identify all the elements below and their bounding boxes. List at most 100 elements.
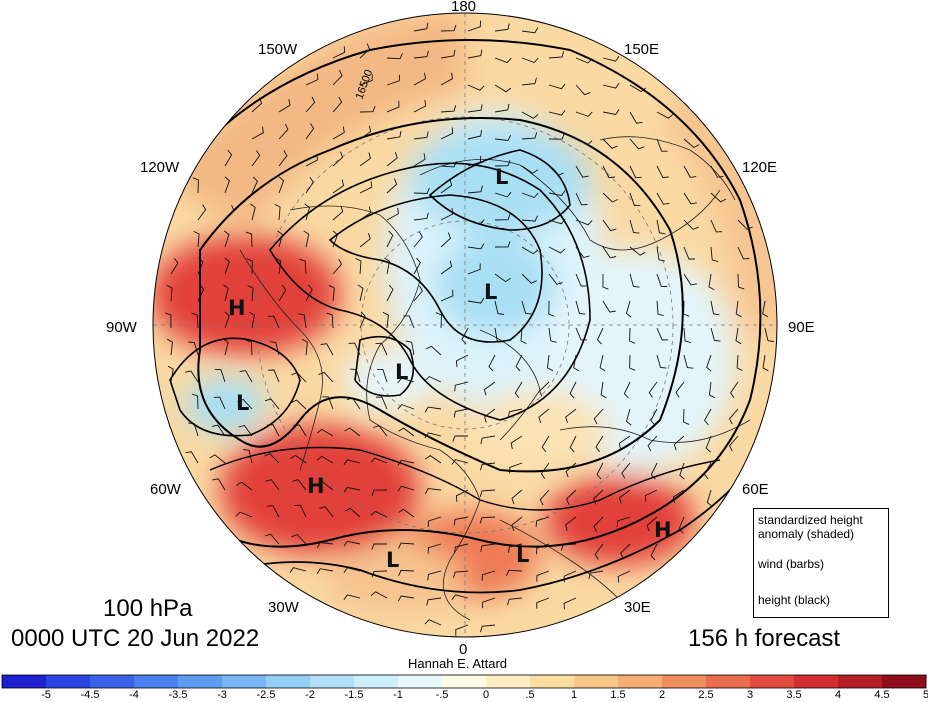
wind-barb	[397, 459, 415, 466]
colorbar-swatch	[398, 675, 443, 688]
wind-barb	[359, 152, 371, 167]
colorbar-tick-label: 0	[482, 689, 490, 701]
colorbar-swatch	[2, 675, 47, 688]
wind-barb	[413, 212, 429, 221]
colorbar-swatch	[354, 675, 399, 688]
wind-barb	[656, 138, 668, 152]
wind-barb	[303, 230, 310, 248]
wind-barb	[629, 354, 636, 371]
wind-barb	[521, 215, 539, 222]
wind-barb	[728, 435, 739, 452]
lon-label-120w: 120W	[140, 159, 180, 176]
wind-barb	[535, 516, 550, 527]
wind-barb	[424, 376, 442, 383]
wind-barb	[440, 105, 457, 113]
colorbar-swatch	[794, 675, 839, 688]
wind-barb	[266, 505, 280, 518]
high-center-north-america: H	[228, 296, 246, 320]
colorbar-tick-label: 4.5	[874, 689, 890, 701]
wind-barb	[547, 354, 554, 372]
wind-barb	[384, 257, 391, 275]
wind-barb	[673, 435, 685, 451]
wind-barb	[373, 425, 388, 437]
wind-barb	[480, 624, 496, 633]
wind-barb	[479, 516, 496, 524]
wind-barb	[332, 96, 343, 113]
wind-barb	[251, 150, 261, 167]
wind-barb	[424, 406, 442, 413]
wind-barb	[575, 300, 586, 315]
wind-barb	[332, 179, 345, 194]
wind-barb	[593, 516, 604, 532]
wind-barb	[440, 179, 453, 194]
wind-barb	[625, 300, 632, 318]
wind-barb	[618, 489, 631, 504]
wind-barb	[348, 342, 361, 356]
wind-barb	[575, 327, 588, 341]
wind-barb	[565, 462, 577, 478]
wind-barb	[224, 176, 230, 194]
wind-barb	[236, 481, 253, 491]
wind-barb	[480, 435, 496, 445]
wind-barb	[548, 190, 566, 196]
wind-barb	[426, 597, 442, 606]
wind-barb	[710, 327, 721, 342]
wind-barb	[521, 192, 539, 199]
wind-barb	[521, 300, 532, 315]
wind-barb	[602, 219, 617, 232]
wind-barb	[197, 257, 204, 275]
wind-barb	[560, 543, 577, 551]
wind-barb	[398, 569, 415, 576]
wind-barb	[359, 43, 371, 59]
low-center-labrador: L	[236, 391, 249, 415]
wind-barb	[728, 408, 739, 425]
wind-barb	[647, 435, 658, 452]
wind-barb	[521, 132, 538, 140]
wind-barb	[453, 516, 469, 526]
wind-barb	[540, 462, 550, 479]
colorbar-tick-label: -.5	[435, 689, 449, 701]
wind-barb	[599, 354, 606, 372]
wind-barb	[683, 165, 697, 178]
wind-barb	[454, 543, 469, 553]
wind-barb	[188, 341, 199, 356]
wind-barb	[245, 231, 253, 248]
wind-barb	[332, 151, 344, 167]
wind-barb	[455, 624, 469, 636]
wind-barb	[413, 22, 429, 32]
wind-barb	[575, 57, 593, 64]
wind-barb	[683, 192, 697, 205]
wind-barb	[656, 354, 667, 369]
wind-barb	[629, 246, 646, 256]
wind-barb	[371, 543, 387, 550]
height-contours	[159, 39, 771, 594]
wind-barb	[398, 508, 415, 518]
wind-barb	[575, 111, 593, 117]
wind-barb	[629, 165, 642, 179]
wind-barb	[359, 105, 376, 113]
wind-barb	[246, 258, 253, 275]
wind-barb	[494, 300, 505, 315]
wind-barb	[737, 219, 753, 230]
wind-barb	[298, 313, 307, 329]
wind-barb	[479, 489, 496, 497]
wind-barb	[483, 381, 496, 396]
wind-barb	[305, 96, 316, 113]
wind-barb	[440, 49, 456, 59]
colorbar-swatch	[706, 675, 751, 688]
wind-barb	[413, 100, 427, 113]
wind-barb	[467, 130, 482, 140]
forecast-hour-title: 156 h forecast	[688, 625, 841, 652]
wind-barb	[305, 284, 313, 302]
wind-barb	[705, 435, 712, 453]
wind-barb	[683, 300, 690, 317]
wind-barb	[494, 159, 511, 167]
wind-barb	[371, 570, 388, 578]
wind-barb	[413, 285, 423, 302]
wind-barb	[539, 489, 550, 506]
colorbar-tick-label: -1.5	[344, 689, 364, 701]
colorbar-tick-label: -4.5	[80, 689, 100, 701]
wind-barb	[165, 312, 172, 329]
wind-barb	[629, 192, 641, 206]
wind-barb	[467, 104, 483, 113]
